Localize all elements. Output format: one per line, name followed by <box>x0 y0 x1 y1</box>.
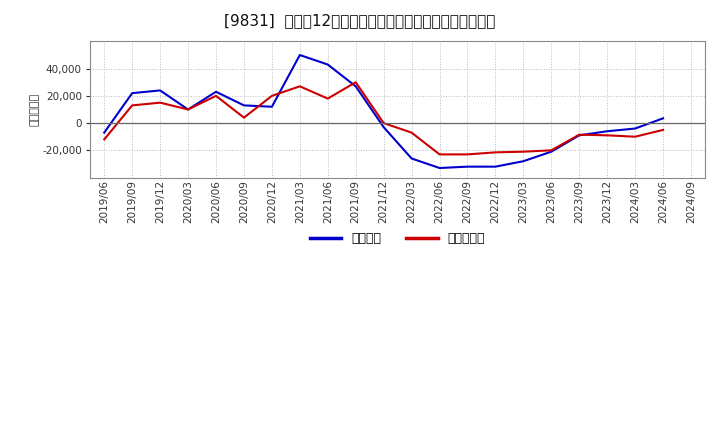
Y-axis label: （百万円）: （百万円） <box>30 93 40 126</box>
当期純利益 <box>659 127 667 132</box>
経常利益 <box>519 158 528 164</box>
経常利益 <box>128 91 137 96</box>
経常利益 <box>379 125 388 130</box>
当期純利益 <box>212 93 220 99</box>
当期純利益 <box>323 96 332 101</box>
当期純利益 <box>128 103 137 108</box>
当期純利益 <box>603 133 611 138</box>
当期純利益 <box>575 132 584 137</box>
当期純利益 <box>631 134 639 139</box>
当期純利益 <box>547 148 556 153</box>
経常利益 <box>408 156 416 161</box>
経常利益 <box>659 116 667 121</box>
Legend: 経常利益, 当期純利益: 経常利益, 当期純利益 <box>305 227 490 250</box>
Line: 経常利益: 経常利益 <box>104 55 663 168</box>
経常利益 <box>268 104 276 110</box>
Text: [9831]  利益の12か月移動合計の対前年同期増減額の推移: [9831] 利益の12か月移動合計の対前年同期増減額の推移 <box>225 13 495 28</box>
当期純利益 <box>435 152 444 157</box>
経常利益 <box>351 84 360 89</box>
当期純利益 <box>379 121 388 126</box>
当期純利益 <box>100 137 109 142</box>
Line: 当期純利益: 当期純利益 <box>104 82 663 154</box>
当期純利益 <box>268 93 276 99</box>
当期純利益 <box>408 130 416 135</box>
経常利益 <box>463 164 472 169</box>
経常利益 <box>212 89 220 95</box>
経常利益 <box>323 62 332 67</box>
当期純利益 <box>184 107 192 112</box>
経常利益 <box>603 128 611 134</box>
経常利益 <box>491 164 500 169</box>
経常利益 <box>100 130 109 135</box>
当期純利益 <box>240 115 248 120</box>
経常利益 <box>631 126 639 131</box>
経常利益 <box>547 149 556 154</box>
当期純利益 <box>351 80 360 85</box>
当期純利益 <box>156 100 164 105</box>
当期純利益 <box>463 152 472 157</box>
経常利益 <box>184 107 192 112</box>
当期純利益 <box>295 84 304 89</box>
当期純利益 <box>519 149 528 154</box>
経常利益 <box>295 52 304 58</box>
経常利益 <box>240 103 248 108</box>
経常利益 <box>156 88 164 93</box>
経常利益 <box>575 133 584 138</box>
当期純利益 <box>491 150 500 155</box>
経常利益 <box>435 165 444 171</box>
